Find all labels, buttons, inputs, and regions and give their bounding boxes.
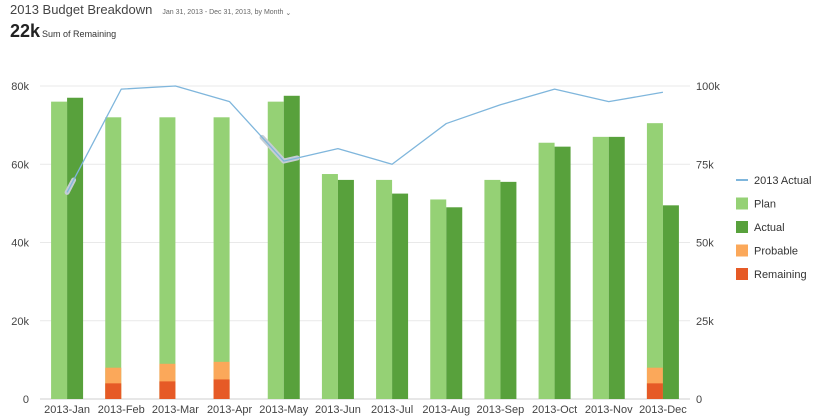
x-tick-label: 2013-Feb [98,404,145,416]
plan-bar [430,199,447,399]
kpi-value: 22k [10,21,41,41]
plan-bar [267,101,284,400]
legend-swatch [736,221,748,233]
remaining-bar [105,383,122,399]
remaining-bar [646,383,663,399]
plan-bar [484,179,501,399]
x-tick-label: 2013-Sep [477,404,525,416]
plan-bar [51,101,68,400]
y-right-tick-label: 100k [696,81,720,93]
legend-swatch [736,244,748,257]
kpi-row: 22k Sum of Remaining [10,21,291,42]
plan-bar [538,142,555,399]
plan-bar [159,117,176,400]
title-row: 2013 Budget Breakdown Jan 31, 2013 - Dec… [10,2,291,17]
x-tick-label: 2013-Apr [207,404,253,416]
y-right-tick-label: 75k [696,159,714,171]
plan-bar [213,117,230,400]
date-range-selector[interactable]: Jan 31, 2013 - Dec 31, 2013, by Month ⌄ [162,9,291,17]
actual-bar [283,95,300,399]
actual-bar [608,136,625,400]
legend-label: Actual [754,222,785,234]
x-tick-label: 2013-Oct [532,404,577,416]
x-tick-label: 2013-Aug [422,404,470,416]
actual-bar [337,179,354,399]
x-tick-label: 2013-Jan [44,404,90,416]
legend-swatch [736,197,748,210]
plan-bar [646,123,663,399]
actual-bar [446,207,463,399]
y-right-tick-label: 25k [696,316,714,328]
x-tick-label: 2013-Jul [371,404,413,416]
legend-label: 2013 Actual [754,175,812,187]
chart-title: 2013 Budget Breakdown [10,2,153,17]
x-tick-label: 2013-Dec [639,404,687,416]
legend-swatch [736,268,748,280]
y-left-tick-label: 40k [11,238,29,250]
y-left-tick-label: 20k [11,316,29,328]
chevron-down-icon[interactable]: ⌄ [285,9,292,17]
y-left-tick-label: 60k [11,159,29,171]
actual-bar [662,205,679,399]
plan-bar [105,117,122,400]
y-left-tick-label: 80k [11,81,29,93]
plan-bar [376,179,393,399]
kpi-label: Sum of Remaining [42,29,117,39]
y-left-tick-label: 0 [23,394,29,406]
plan-bar [592,136,609,400]
actual-line-series [66,85,664,193]
legend-label: Plan [754,199,776,211]
actual-bar [392,193,409,399]
x-tick-label: 2013-Jun [315,404,361,416]
actual-bar [554,146,571,399]
legend-label: Remaining [754,269,807,281]
x-tick-label: 2013-Nov [585,404,633,416]
plan-bar [321,174,338,399]
x-tick-label: 2013-Mar [152,404,199,416]
y-right-tick-label: 0 [696,394,702,406]
y-right-tick-label: 50k [696,238,714,250]
chart-header: 2013 Budget Breakdown Jan 31, 2013 - Dec… [10,2,291,42]
legend-label: Probable [754,246,798,258]
remaining-bar [159,381,176,399]
date-range-label: Jan 31, 2013 - Dec 31, 2013, by Month [162,9,284,16]
x-tick-label: 2013-May [259,404,308,416]
actual-bar [500,181,517,399]
actual-bar [67,97,84,400]
remaining-bar [213,379,230,399]
